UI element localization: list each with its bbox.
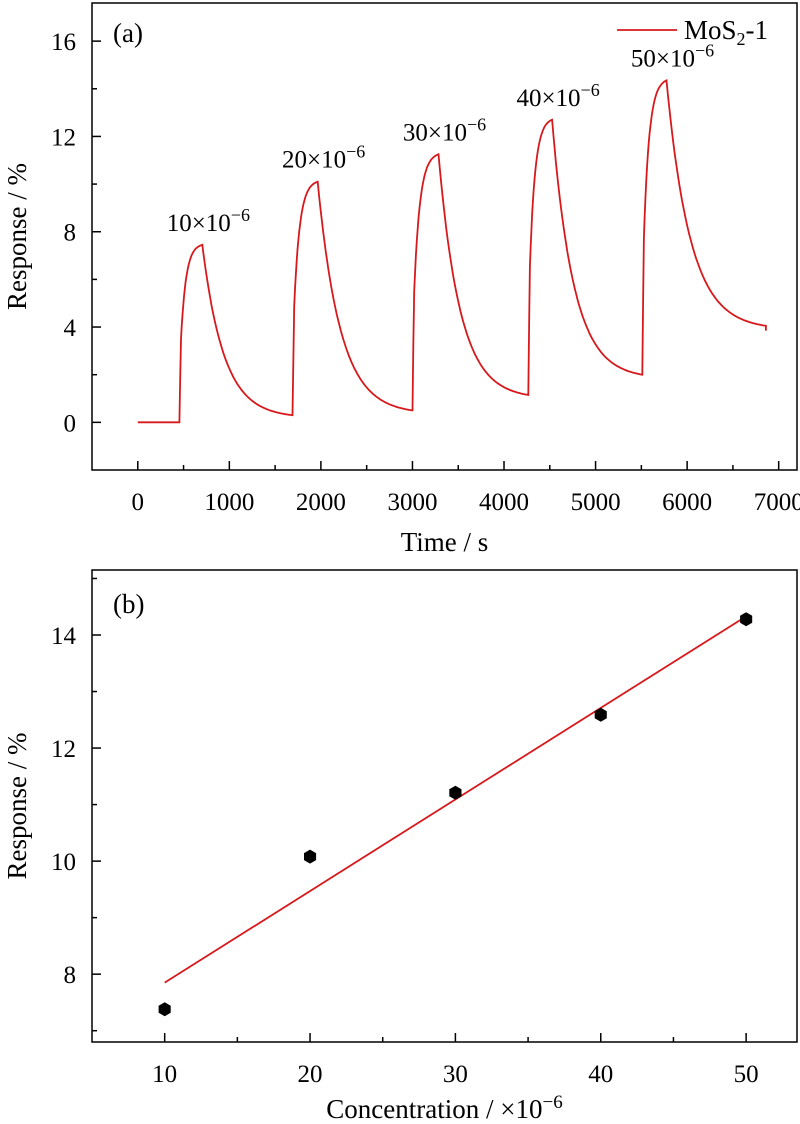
chart-a-y-tick-label: 8 xyxy=(64,220,77,247)
chart-a-y-axis-label: Response / % xyxy=(2,163,32,310)
chart-b-y-axis-label: Response / % xyxy=(2,733,32,880)
chart-b-data-point xyxy=(449,785,462,800)
chart-a: 0 1000 2000 3000 4000 5000 6000 7000 0 4 8 12 16 Resp… xyxy=(2,2,800,557)
chart-a-x-tick-label: 3000 xyxy=(387,489,437,516)
chart-a-y-tick-label: 16 xyxy=(51,29,76,56)
chart-b-data-point xyxy=(304,849,317,864)
chart-b: 10 20 30 40 50 8 10 12 14 Response / % Concentrati… xyxy=(2,569,798,1124)
chart-b-data-point xyxy=(594,707,607,722)
chart-b-data-point xyxy=(740,612,753,627)
chart-b-y-tick-label: 10 xyxy=(51,849,76,876)
chart-a-series-line xyxy=(137,79,767,424)
chart-b-x-tick-label: 50 xyxy=(734,1061,759,1088)
chart-a-plot-frame xyxy=(91,2,798,471)
chart-a-peak-label: 50×10−6 xyxy=(631,40,714,72)
chart-b-plot-frame xyxy=(91,569,798,1043)
chart-a-legend-label: MoS2-1 xyxy=(684,15,768,49)
chart-a-x-tick-label: 6000 xyxy=(662,489,712,516)
chart-b-x-tick-label: 40 xyxy=(588,1061,613,1088)
chart-b-x-tick-label: 30 xyxy=(443,1061,468,1088)
chart-a-x-tick-label: 7000 xyxy=(754,489,800,516)
chart-a-y-tick-label: 4 xyxy=(64,315,77,342)
chart-a-peak-label: 10×10−6 xyxy=(167,205,250,237)
chart-a-legend: MoS2-1 xyxy=(617,15,768,49)
chart-b-y-tick-label: 8 xyxy=(64,962,77,989)
chart-a-peak-label: 20×10−6 xyxy=(282,142,365,174)
chart-b-data-point xyxy=(158,1002,171,1017)
chart-b-x-tick-label: 10 xyxy=(152,1061,177,1088)
chart-a-x-tick-label: 5000 xyxy=(571,489,621,516)
chart-a-x-tick-label: 1000 xyxy=(204,489,254,516)
chart-a-panel-label: (a) xyxy=(113,18,143,48)
chart-a-x-tick-label: 0 xyxy=(132,489,145,516)
chart-b-y-tick-label: 12 xyxy=(51,736,76,763)
chart-a-peak-label: 30×10−6 xyxy=(403,114,486,146)
chart-a-x-tick-label: 2000 xyxy=(296,489,346,516)
chart-a-peak-label: 40×10−6 xyxy=(516,80,599,112)
chart-a-y-tick-label: 12 xyxy=(51,124,76,151)
chart-a-x-tick-label: 4000 xyxy=(479,489,529,516)
chart-b-x-tick-label: 20 xyxy=(298,1061,323,1088)
chart-a-x-axis-label: Time / s xyxy=(401,527,489,557)
chart-b-x-axis-label: Concentration / ×10−6 xyxy=(326,1092,562,1124)
chart-a-y-tick-label: 0 xyxy=(64,410,77,437)
chart-b-y-tick-label: 14 xyxy=(51,623,77,650)
chart-b-panel-label: (b) xyxy=(113,589,144,619)
